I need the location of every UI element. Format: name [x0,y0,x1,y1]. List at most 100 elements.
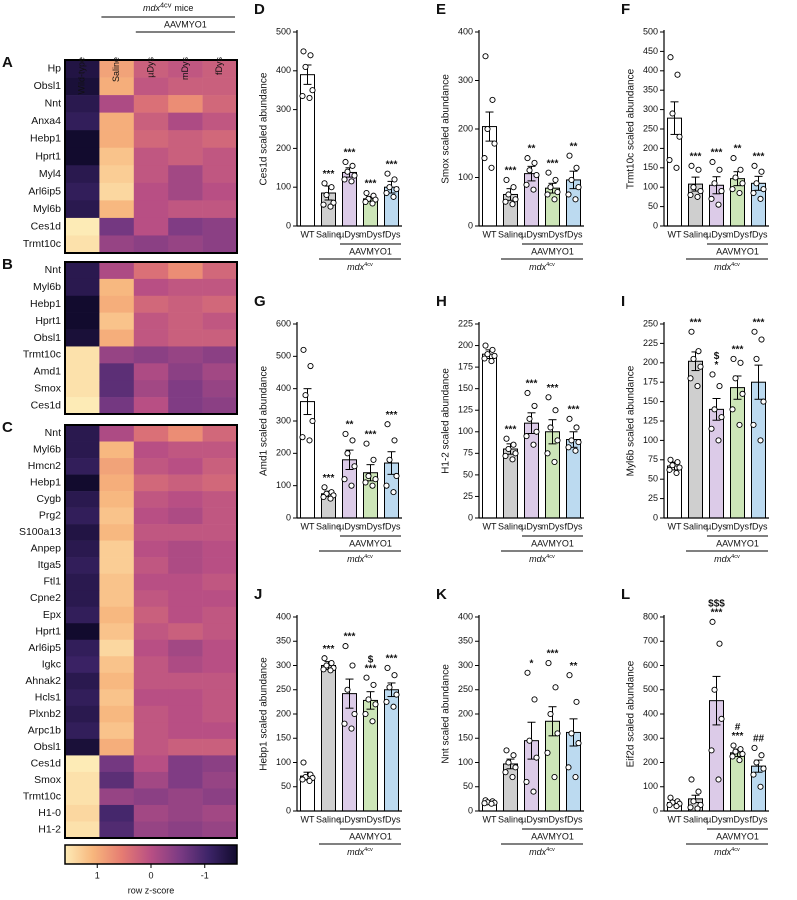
data-point [370,681,377,688]
heatmap-cell [65,804,100,822]
data-point [688,162,695,169]
y-tick-label: 75 [648,454,658,464]
data-point [299,776,306,783]
heatmap-border [64,59,238,254]
data-point [330,199,337,206]
heatmap-cell [99,130,135,149]
heatmap-cell [133,95,169,113]
panel-letter: D [254,1,265,18]
data-point [760,186,767,193]
heatmap-cell [99,672,135,690]
data-point [690,798,697,805]
heatmap-cell [133,235,169,254]
heatmap-cell [202,329,238,347]
row-label: Hprt1 [35,315,61,327]
row-label: Myl6b [33,203,61,215]
subgroup-label: AAVMYO1 [716,246,759,256]
data-point [716,640,723,647]
data-point [544,749,551,756]
heatmap-cell [99,722,135,740]
x-tick-label: Saline [316,229,341,239]
row-label: Arl6ip5 [28,642,61,654]
heatmap-cell [65,656,100,674]
significance-label: ** [346,420,354,431]
y-tick-label: 200 [458,123,473,133]
data-point [510,184,517,191]
y-tick-label: 25 [648,493,658,503]
data-point [676,464,683,471]
data-point [309,87,316,94]
data-point [390,489,397,496]
heatmap-cell [99,165,135,184]
significance-label: *** [365,429,377,440]
significance-label: # [735,722,741,733]
panel-letter: B [2,256,13,273]
data-point [572,196,579,203]
y-tick-label: 400 [458,26,473,36]
data-point [551,458,558,466]
x-tick-label: fDys [565,521,584,531]
heatmap-cell [133,425,169,442]
heatmap-cell [65,524,100,541]
heatmap-cell [133,165,169,184]
heatmap-cell [202,672,238,690]
heatmap-cell [202,573,238,591]
significance-label: *** [386,159,398,170]
data-point [711,180,718,187]
y-tick-label: 600 [276,318,291,328]
data-point [730,355,737,362]
data-point [708,195,715,202]
strain: mdx [347,847,365,857]
data-point [666,466,673,473]
data-point [323,662,330,669]
row-label: Hebp1 [30,298,61,310]
heatmap-cell [99,425,135,442]
y-tick-label: 400 [276,65,291,75]
heatmap-cell [99,458,135,475]
heatmap-cell [65,425,100,442]
data-point [690,355,697,362]
heatmap-cell [99,441,135,459]
heatmap-cell [168,312,203,330]
significance-label: *** [386,654,398,665]
heatmap-cell [65,771,100,789]
heatmap-cell [168,672,203,690]
data-point [369,482,376,489]
data-point [545,169,552,176]
data-point [566,152,573,159]
colorbar-tick-label: 1 [95,870,100,880]
heatmap-cell [168,771,203,789]
heatmap-cell [133,557,169,574]
data-point [708,425,715,432]
data-point [575,740,582,747]
heatmap-cell [133,363,169,381]
heatmap-cell [202,165,238,184]
heatmap-cell [202,397,238,415]
data-point [687,804,694,811]
heatmap-cell [65,182,100,201]
data-point [348,725,355,732]
row-label: H1-0 [38,807,61,819]
data-point [667,54,674,61]
significance-label: *** [365,663,377,674]
data-point [732,748,739,755]
heatmap-cell [65,738,100,756]
heatmap-cell [202,738,238,756]
row-label: Trmt10c [23,790,61,802]
data-point [300,48,307,55]
x-tick-label: Saline [316,814,341,824]
data-point [566,672,573,679]
y-tick-label: 0 [468,512,473,522]
row-label: Anpep [31,543,62,555]
data-point [321,655,328,662]
data-point [320,666,327,673]
heatmap-cell [168,755,203,773]
heatmap-cell [133,77,169,96]
data-point [673,469,680,477]
strain-label: mdx4cv [529,554,555,564]
heatmap-cell [168,639,203,657]
heatmap-cell [202,804,238,822]
y-axis-label: Hebp1 scaled abundance [259,657,270,771]
x-tick-label: WT [483,814,497,824]
